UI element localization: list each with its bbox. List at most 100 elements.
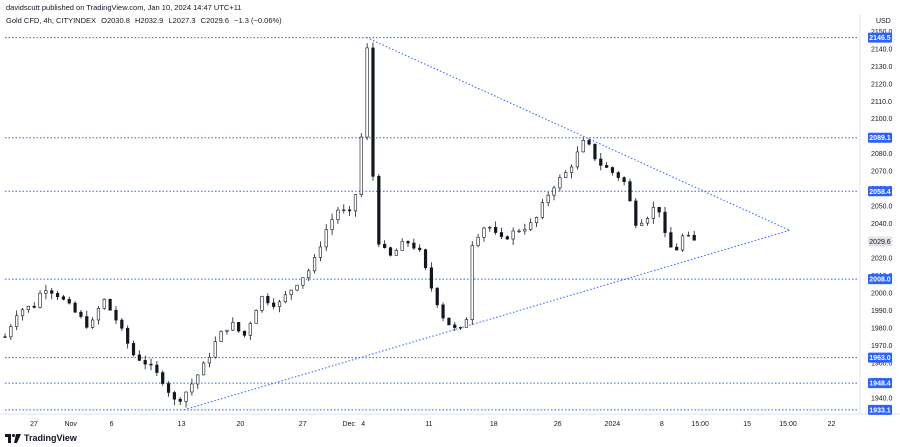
candle (406, 241, 410, 244)
y-tick-label: 2100.0 (871, 116, 893, 123)
level-price-label-bg (868, 352, 892, 363)
candle (190, 383, 194, 393)
candle (657, 206, 661, 213)
candle (231, 322, 235, 331)
level-price-label: 2058.4 (869, 189, 891, 196)
y-tick-label: 2000.0 (871, 291, 893, 298)
candle (242, 330, 247, 336)
symbol-title: Gold CFD, 4h, CITYINDEX (6, 16, 97, 25)
candle (219, 331, 223, 343)
tradingview-logo-icon (5, 433, 21, 443)
candle (686, 234, 690, 237)
level-price-label-bg (868, 404, 892, 415)
candle (675, 246, 679, 251)
x-tick-label: 15 (743, 421, 751, 428)
candle (237, 322, 241, 332)
candle (634, 200, 638, 226)
candle (412, 242, 416, 249)
symbol-info: Gold CFD, 4h, CITYINDEX O2030.8 H2032.9 … (6, 16, 285, 25)
candle (155, 364, 159, 373)
candle (441, 304, 445, 319)
y-tick-label: 2110.0 (871, 99, 892, 106)
candle (470, 245, 474, 320)
candle (429, 267, 433, 289)
x-tick-label: 6 (110, 421, 114, 428)
candle (283, 294, 287, 303)
candle (447, 317, 451, 326)
candle (458, 326, 463, 329)
x-tick-label: 13 (178, 421, 186, 428)
candle (488, 226, 492, 229)
candle (131, 343, 136, 356)
candle (435, 287, 439, 306)
candle (277, 301, 282, 307)
candle (511, 230, 515, 240)
y-tick-label: 2140.0 (871, 46, 893, 53)
candle (593, 143, 597, 160)
candle (348, 209, 352, 212)
candle (55, 293, 60, 298)
level-price-label-bg (868, 132, 892, 143)
candle (336, 209, 340, 220)
y-tick-label: 2020.0 (871, 256, 893, 263)
candle (102, 298, 106, 309)
trendline (183, 229, 790, 411)
candle (499, 232, 504, 237)
y-tick-label: 2130.0 (871, 64, 893, 71)
candle (161, 372, 165, 384)
candle (494, 226, 498, 233)
candle (575, 151, 580, 168)
candle (9, 326, 13, 338)
candle (377, 176, 381, 245)
candle (645, 218, 650, 224)
candle (225, 329, 229, 332)
candle (540, 202, 544, 218)
y-tick-label: 2120.0 (871, 81, 893, 88)
candle (330, 219, 334, 230)
ohlc-low: L2027.3 (168, 16, 196, 25)
candle (546, 194, 550, 204)
tradingview-logo-text: TradingView (24, 433, 77, 443)
candle (85, 316, 89, 328)
y-tick-label: 1940.0 (871, 395, 893, 402)
candle (587, 140, 591, 145)
candle (266, 296, 270, 304)
level-price-label-bg (868, 32, 892, 43)
price-change: −1.3 (−0.06%) (234, 16, 282, 25)
y-tick-label: 1960.0 (871, 360, 893, 367)
x-tick-label: Dec (343, 421, 356, 428)
x-tick-label: 4 (361, 421, 365, 428)
candle (201, 362, 206, 376)
x-tick-label: 18 (490, 421, 498, 428)
candle (207, 356, 212, 364)
candle (640, 222, 644, 226)
candle (669, 232, 673, 248)
x-tick-label: 26 (554, 421, 562, 428)
candle (616, 172, 620, 178)
candle (523, 229, 527, 232)
y-tick-label: 2070.0 (871, 169, 893, 176)
level-price-label: 2089.1 (869, 135, 891, 142)
candle (558, 177, 562, 189)
candle (172, 392, 176, 400)
candle (260, 296, 264, 311)
candle (91, 319, 95, 328)
x-tick-label: 27 (299, 421, 307, 428)
candle (476, 236, 480, 246)
candle (295, 284, 299, 291)
ohlc-high: H2032.9 (135, 16, 164, 25)
y-tick-label: 1990.0 (871, 308, 893, 315)
candle (394, 250, 398, 256)
y-tick-label: 2040.0 (871, 221, 893, 228)
publication-credit: davidscutt published on TradingView.com,… (6, 3, 242, 12)
candle (307, 270, 311, 279)
ohlc-close: C2029.6 (200, 16, 230, 25)
candle (680, 235, 685, 251)
candle (663, 211, 667, 233)
candle (324, 229, 328, 248)
candle (44, 290, 48, 294)
candle (184, 391, 188, 402)
candle (126, 327, 130, 344)
currency-label: USD (876, 18, 891, 25)
